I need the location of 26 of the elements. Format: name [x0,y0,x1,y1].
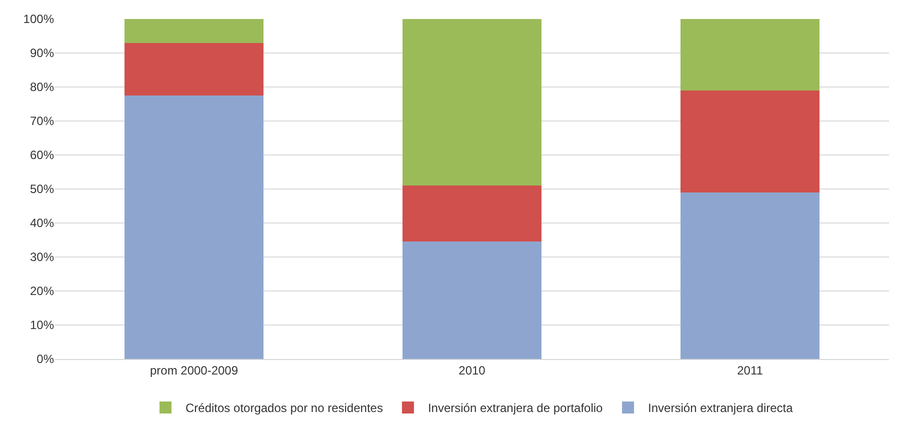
bar [124,42,264,96]
y-tick-label: 40% [30,216,54,230]
y-tick-label: 50% [30,182,54,196]
legend-label: Inversión extranjera de portafolio [428,401,604,416]
bar [680,19,820,90]
y-tick-label: 80% [30,80,54,94]
y-tick-label: 0% [36,352,54,366]
x-tick-label: prom 2000-2009 [150,363,238,378]
bar [124,19,264,43]
y-tick-label: 60% [30,148,54,162]
y-tick-label: 100% [23,12,54,26]
bar [402,186,542,242]
bar [680,192,820,359]
legend-label: Inversión extranjera directa [648,401,794,416]
y-tick-label: 90% [30,46,54,60]
x-tick-label: 2011 [737,363,764,378]
y-tick-label: 10% [30,318,54,332]
legend-label: Créditos otorgados por no residentes [186,401,383,416]
y-tick-label: 70% [30,114,54,128]
bar [680,90,820,192]
bar [124,96,264,359]
x-tick-label: 2010 [458,363,486,378]
y-tick-label: 20% [30,284,54,298]
bar [402,242,542,359]
y-tick-label: 30% [30,250,54,264]
bar [402,19,542,186]
